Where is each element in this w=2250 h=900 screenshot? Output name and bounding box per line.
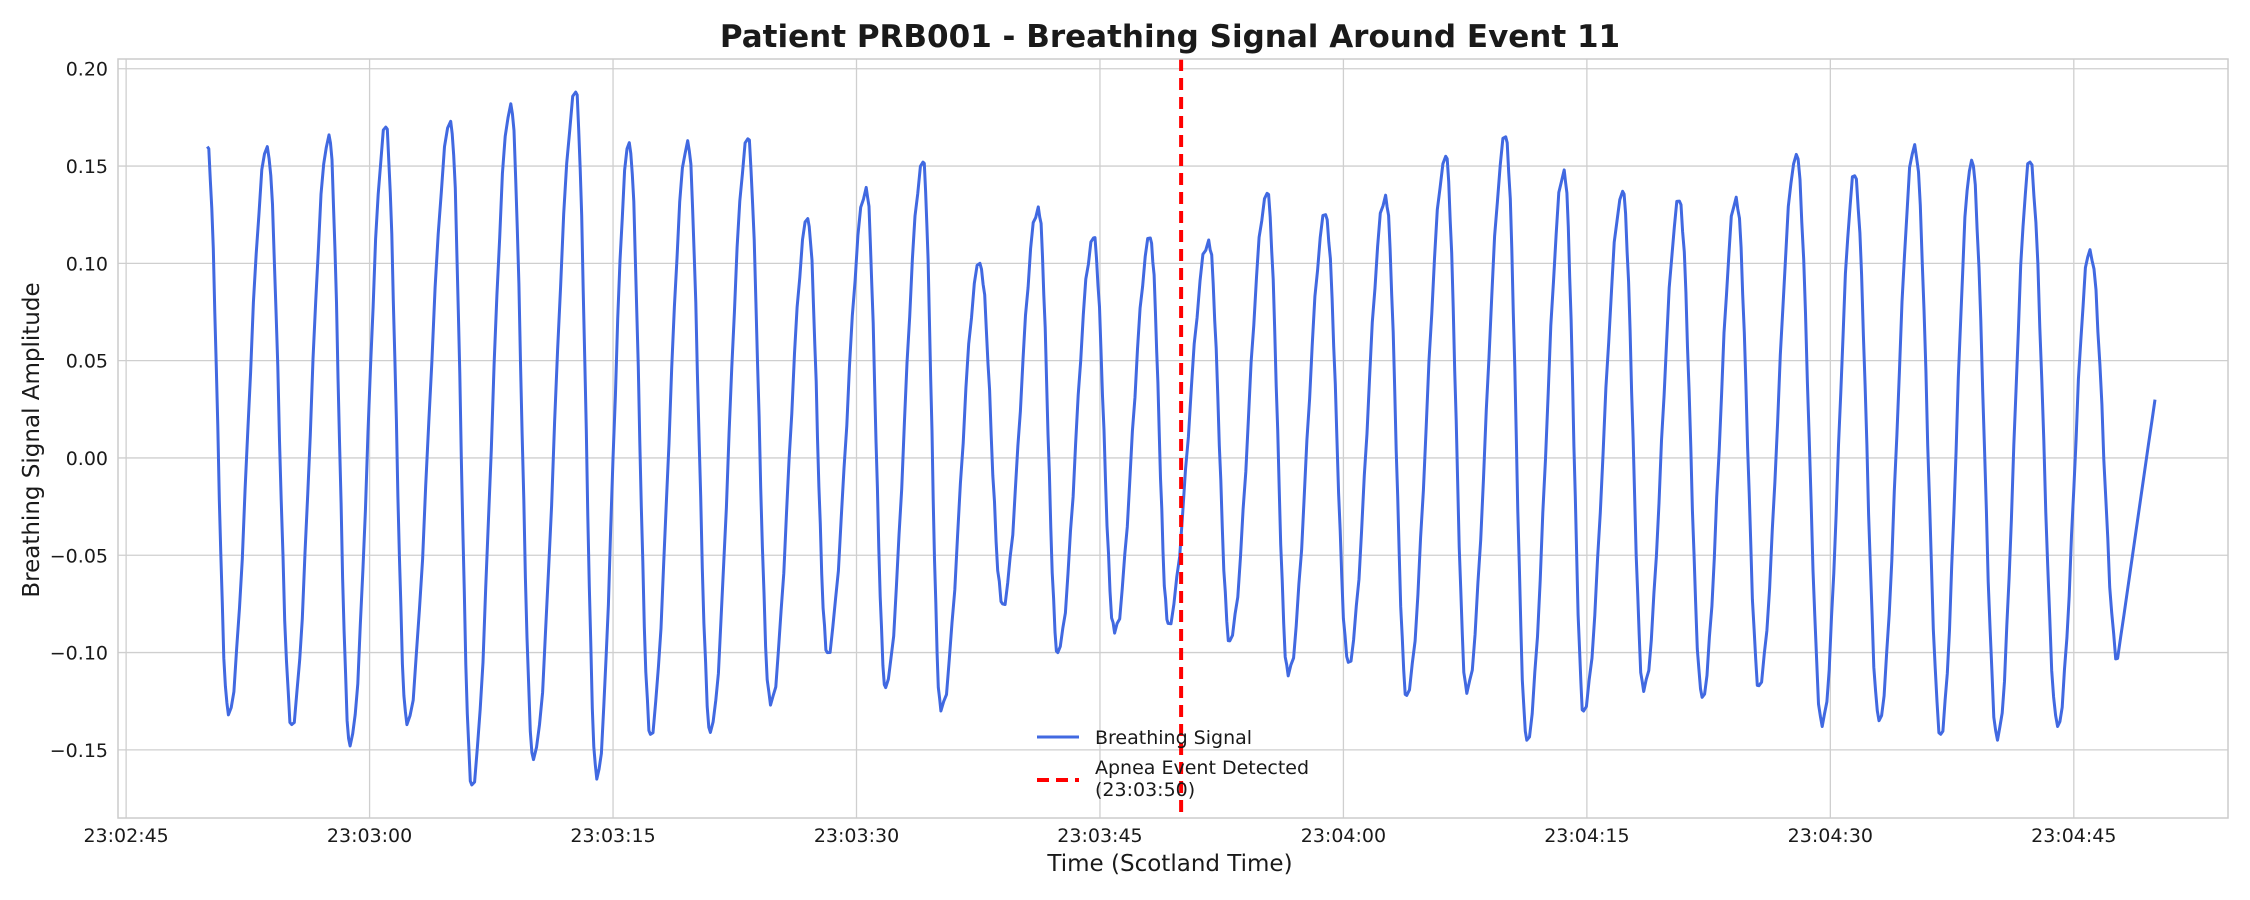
y-tick-label: 0.00 — [66, 448, 108, 470]
y-tick-label: 0.10 — [66, 253, 108, 275]
y-axis-ticks: −0.15 −0.10 −0.05 0.00 0.05 0.10 0.15 0.20 — [50, 59, 108, 762]
plot-series — [206, 59, 2157, 818]
plot-frame — [117, 58, 2229, 819]
x-tick-label: 23:04:00 — [1301, 825, 1386, 847]
legend-label-breathing-signal: Breathing Signal — [1095, 727, 1252, 749]
x-axis-ticks: 23:02:45 23:03:00 23:03:15 23:03:30 23:03:45… — [83, 825, 2116, 847]
x-axis-label: Time (Scotland Time) — [1046, 851, 1292, 877]
x-tick-label: 23:03:45 — [1057, 825, 1142, 847]
x-tick-label: 23:04:15 — [1544, 825, 1629, 847]
y-tick-label: −0.05 — [50, 545, 108, 567]
legend-label-apnea-event-line1: Apnea Event Detected — [1095, 757, 1309, 779]
grid — [118, 59, 2228, 818]
y-tick-label: −0.15 — [50, 740, 108, 762]
y-tick-label: 0.05 — [66, 351, 108, 373]
legend: Breathing Signal Apnea Event Detected (2… — [1037, 727, 1309, 801]
chart-title: Patient PRB001 - Breathing Signal Around… — [720, 19, 1620, 55]
x-tick-label: 23:03:00 — [327, 825, 412, 847]
y-tick-label: 0.15 — [66, 156, 108, 178]
x-tick-label: 23:03:30 — [814, 825, 899, 847]
x-tick-label: 23:02:45 — [83, 825, 168, 847]
x-tick-label: 23:04:45 — [2031, 825, 2116, 847]
x-tick-label: 23:03:15 — [570, 825, 655, 847]
legend-label-apnea-event-line2: (23:03:50) — [1095, 779, 1195, 801]
x-tick-label: 23:04:30 — [1788, 825, 1873, 847]
breathing-signal-line — [206, 90, 2157, 787]
y-tick-label: −0.10 — [50, 643, 108, 665]
y-tick-label: 0.20 — [66, 59, 108, 81]
y-axis-label: Breathing Signal Amplitude — [19, 282, 45, 597]
